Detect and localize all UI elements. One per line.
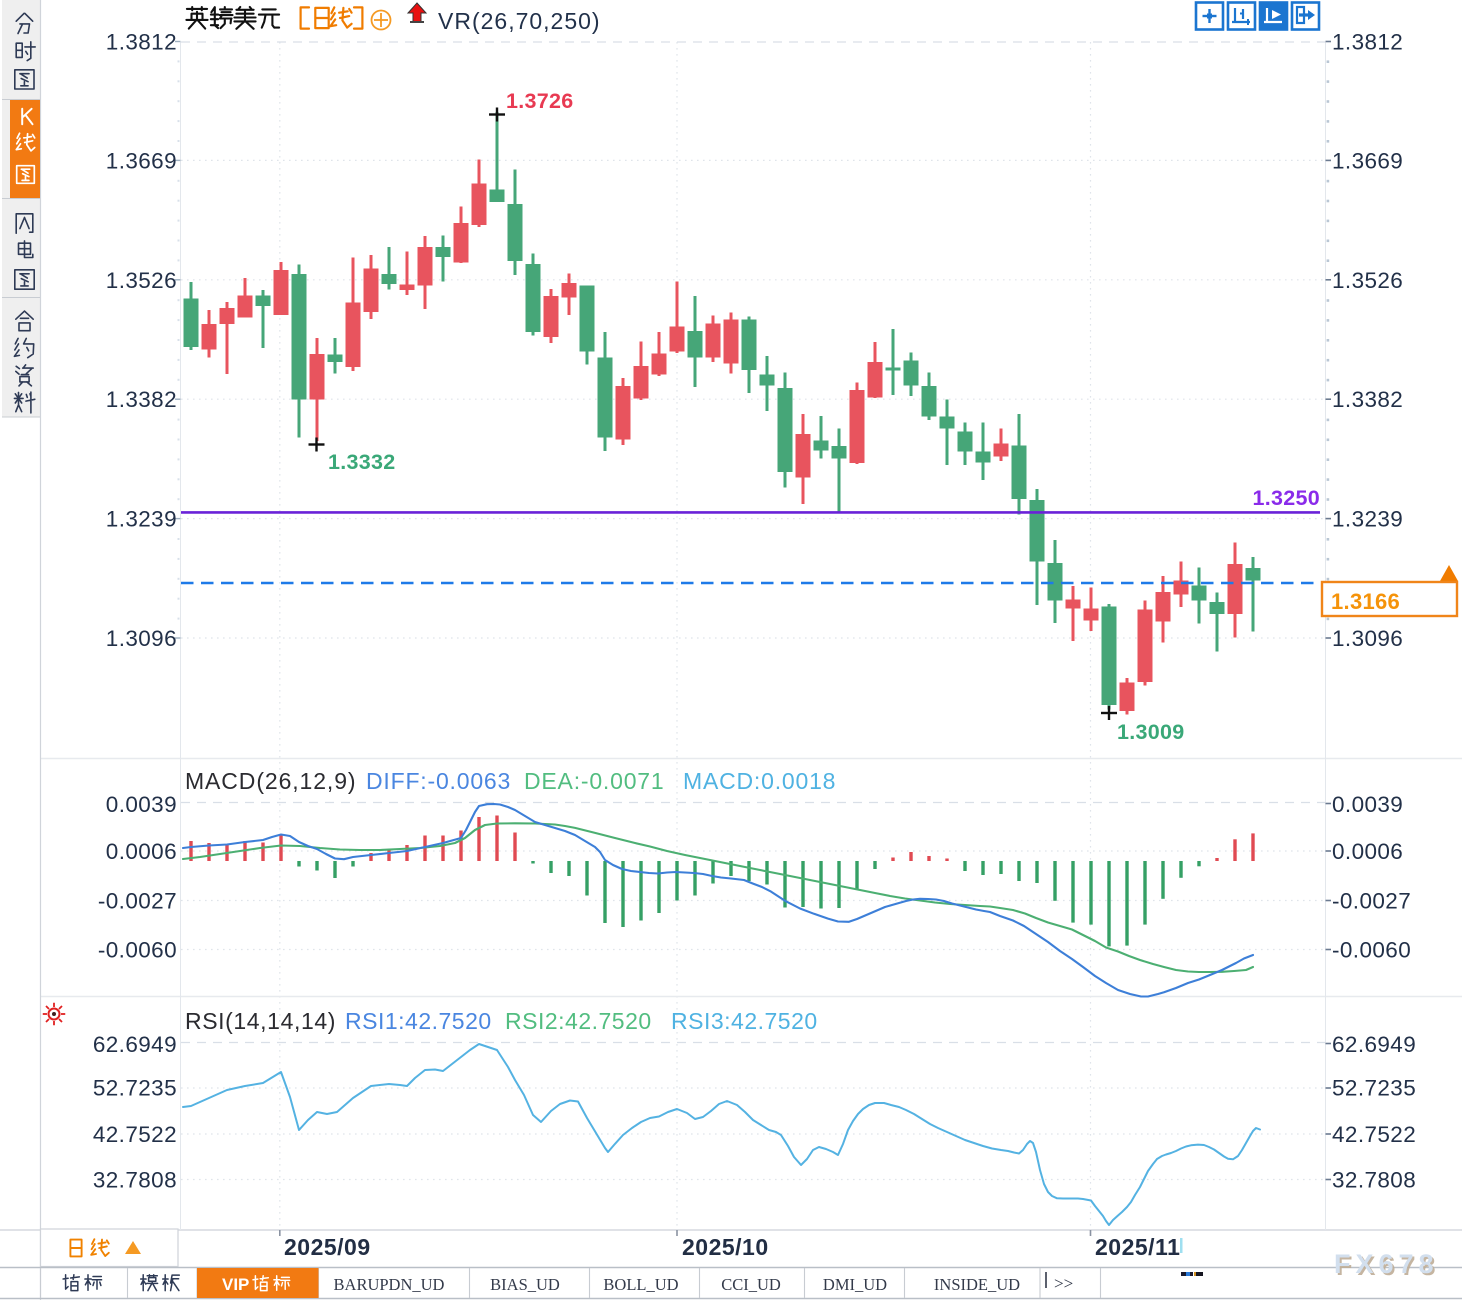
svg-text:2025/09: 2025/09 bbox=[284, 1234, 371, 1260]
svg-text:1.3096: 1.3096 bbox=[106, 626, 177, 651]
svg-text:FX678: FX678 bbox=[1336, 1251, 1441, 1281]
svg-text:52.7235: 52.7235 bbox=[1332, 1076, 1416, 1101]
svg-text:RSI1:42.7520: RSI1:42.7520 bbox=[345, 1008, 492, 1034]
svg-text:52.7235: 52.7235 bbox=[93, 1076, 177, 1101]
svg-text:32.7808: 32.7808 bbox=[93, 1168, 177, 1193]
svg-text:1.3239: 1.3239 bbox=[106, 507, 177, 532]
svg-text:DIFF:-0.0063: DIFF:-0.0063 bbox=[366, 768, 511, 794]
svg-text:VIP: VIP bbox=[222, 1275, 249, 1294]
svg-text:INSIDE_UD: INSIDE_UD bbox=[934, 1275, 1020, 1294]
svg-text:1.3812: 1.3812 bbox=[1332, 30, 1403, 55]
svg-text:0.0006: 0.0006 bbox=[1332, 839, 1403, 864]
svg-text:62.6949: 62.6949 bbox=[1332, 1032, 1416, 1057]
svg-text:42.7522: 42.7522 bbox=[1332, 1122, 1416, 1147]
svg-text:-0.0027: -0.0027 bbox=[98, 889, 177, 914]
svg-text:1.3669: 1.3669 bbox=[1332, 148, 1403, 173]
svg-text:2025/11: 2025/11 bbox=[1095, 1234, 1180, 1260]
svg-text:1.3239: 1.3239 bbox=[1332, 507, 1403, 532]
svg-text:DMI_UD: DMI_UD bbox=[823, 1275, 887, 1294]
svg-text:-0.0060: -0.0060 bbox=[1332, 938, 1411, 963]
svg-text:-0.0027: -0.0027 bbox=[1332, 889, 1411, 914]
svg-text:VR(26,70,250): VR(26,70,250) bbox=[438, 8, 601, 34]
svg-text:1.3726: 1.3726 bbox=[506, 89, 574, 113]
svg-text:MACD:0.0018: MACD:0.0018 bbox=[683, 768, 836, 794]
svg-text:1.3382: 1.3382 bbox=[106, 387, 177, 412]
svg-text:FX678: FX678 bbox=[1334, 1249, 1439, 1279]
svg-text:1.3526: 1.3526 bbox=[1332, 268, 1403, 293]
svg-text:RSI2:42.7520: RSI2:42.7520 bbox=[505, 1008, 652, 1034]
svg-text:DEA:-0.0071: DEA:-0.0071 bbox=[524, 768, 665, 794]
svg-text:BARUPDN_UD: BARUPDN_UD bbox=[334, 1275, 445, 1294]
svg-text:MACD(26,12,9): MACD(26,12,9) bbox=[185, 768, 356, 794]
svg-text:2025/10: 2025/10 bbox=[682, 1234, 769, 1260]
svg-text:0.0039: 0.0039 bbox=[1332, 792, 1403, 817]
svg-text:BIAS_UD: BIAS_UD bbox=[490, 1275, 560, 1294]
svg-text:1.3332: 1.3332 bbox=[328, 450, 396, 474]
svg-text:BOLL_UD: BOLL_UD bbox=[603, 1275, 678, 1294]
svg-text:RSI3:42.7520: RSI3:42.7520 bbox=[671, 1008, 818, 1034]
svg-text:1.3812: 1.3812 bbox=[106, 30, 177, 55]
svg-text:-0.0060: -0.0060 bbox=[98, 938, 177, 963]
svg-text:RSI(14,14,14): RSI(14,14,14) bbox=[185, 1008, 336, 1034]
svg-text:62.6949: 62.6949 bbox=[93, 1032, 177, 1057]
svg-text:42.7522: 42.7522 bbox=[93, 1122, 177, 1147]
svg-text:1.3526: 1.3526 bbox=[106, 268, 177, 293]
svg-text:1.3009: 1.3009 bbox=[1117, 720, 1185, 744]
svg-text:1.3382: 1.3382 bbox=[1332, 387, 1403, 412]
svg-text:>>: >> bbox=[1054, 1274, 1073, 1293]
svg-text:1.3096: 1.3096 bbox=[1332, 626, 1403, 651]
svg-text:1.3166: 1.3166 bbox=[1331, 589, 1400, 614]
svg-text:0.0039: 0.0039 bbox=[106, 792, 177, 817]
svg-text:1.3250: 1.3250 bbox=[1252, 486, 1320, 510]
svg-text:1.3669: 1.3669 bbox=[106, 148, 177, 173]
svg-text:CCI_UD: CCI_UD bbox=[721, 1275, 781, 1294]
svg-text:32.7808: 32.7808 bbox=[1332, 1168, 1416, 1193]
svg-text:0.0006: 0.0006 bbox=[106, 839, 177, 864]
